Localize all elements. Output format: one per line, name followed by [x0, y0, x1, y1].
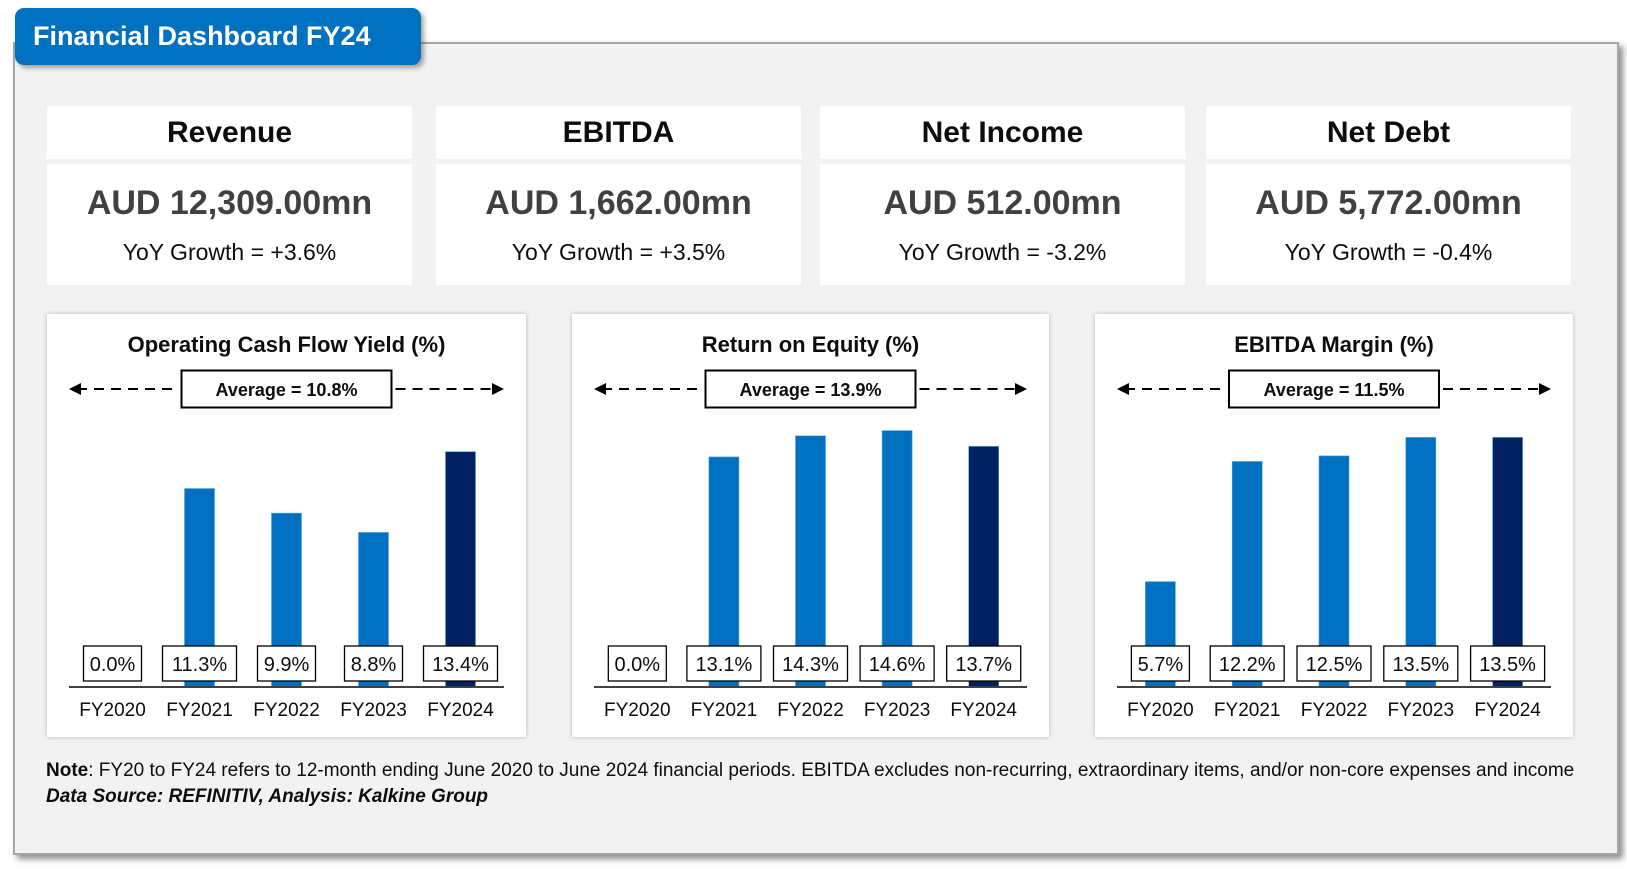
arrow-left-icon [69, 383, 81, 395]
kpi-card-ebitda: EBITDA AUD 1,662.00mn YoY Growth = +3.5% [436, 106, 801, 285]
data-label: 8.8% [351, 654, 397, 676]
data-label: 0.0% [615, 654, 661, 676]
data-label-box [256, 645, 317, 682]
data-label-box [1296, 645, 1372, 682]
kpi-card-net-debt: Net Debt AUD 5,772.00mn YoY Growth = -0.… [1206, 106, 1571, 285]
kpi-growth: YoY Growth = +3.6% [122, 239, 337, 265]
kpi-growth: YoY Growth = -3.2% [898, 239, 1107, 265]
data-label-box [422, 645, 499, 682]
chart-return-on-equity: Return on Equity (%) Average = 13.9% 0.0% F… [594, 332, 1027, 721]
arrow-right-icon [1015, 383, 1027, 395]
x-tick-label: FY2022 [253, 700, 320, 721]
x-tick-label: FY2023 [340, 700, 407, 721]
chart-ebitda-margin: EBITDA Margin (%) Average = 11.5% 5.7% FY20… [1117, 332, 1551, 721]
data-label: 13.5% [1479, 654, 1536, 676]
kpi-value: AUD 5,772.00mn [1255, 184, 1522, 222]
x-tick-label: FY2021 [691, 700, 758, 721]
kpi-growth: YoY Growth = -0.4% [1284, 239, 1493, 265]
chart-title: Operating Cash Flow Yield (%) [128, 332, 446, 357]
kpi-label: Revenue [47, 106, 412, 159]
x-tick-label: FY2020 [1127, 700, 1194, 721]
chart-card-operating-cash-flow-yield: Operating Cash Flow Yield (%) Average = 1… [47, 314, 526, 737]
x-tick-label: FY2021 [166, 700, 233, 721]
data-label: 12.5% [1306, 654, 1363, 676]
chart-operating-cash-flow-yield: Operating Cash Flow Yield (%) Average = 1… [69, 332, 504, 721]
average-label: Average = 13.9% [740, 380, 882, 400]
kpi-growth: YoY Growth = +3.5% [511, 239, 726, 265]
data-label: 0.0% [90, 654, 136, 676]
x-tick-label: FY2024 [427, 700, 494, 721]
data-label: 9.9% [264, 654, 310, 676]
data-label-box [343, 645, 404, 682]
x-tick-label: FY2024 [950, 700, 1017, 721]
x-tick-label: FY2020 [604, 700, 671, 721]
x-tick-label: FY2021 [1214, 700, 1281, 721]
note-label: Note [46, 760, 89, 781]
average-box [704, 369, 917, 409]
chart-title: Return on Equity (%) [702, 332, 920, 357]
arrow-right-icon [1539, 383, 1551, 395]
average-box [1228, 369, 1440, 409]
data-label: 13.1% [696, 654, 753, 676]
data-label: 13.5% [1392, 654, 1449, 676]
data-label-box [82, 645, 143, 682]
data-label-box [1209, 645, 1285, 682]
chart-title: EBITDA Margin (%) [1234, 332, 1434, 357]
bar-fy2023 [881, 430, 913, 688]
chart-card-return-on-equity: Return on Equity (%) Average = 13.9% 0.0% F… [572, 314, 1049, 737]
data-label: 12.2% [1219, 654, 1276, 676]
bar-fy2022 [795, 435, 826, 688]
data-label-box [161, 645, 238, 682]
x-tick-label: FY2023 [1388, 700, 1455, 721]
x-tick-label: FY2023 [864, 700, 931, 721]
note-text: : FY20 to FY24 refers to 12-month ending… [88, 760, 1575, 781]
x-tick-label: FY2022 [777, 700, 844, 721]
kpi-card-revenue: Revenue AUD 12,309.00mn YoY Growth = +3.… [47, 106, 412, 285]
x-tick-label: FY2024 [1474, 700, 1541, 721]
data-label: 5.7% [1138, 654, 1184, 676]
kpi-value: AUD 512.00mn [883, 184, 1122, 222]
chart-card-ebitda-margin: EBITDA Margin (%) Average = 11.5% 5.7% FY20… [1095, 314, 1573, 737]
data-label-box [946, 645, 1022, 682]
footer-note: Note: FY20 to FY24 refers to 12-month en… [46, 758, 1606, 810]
data-label: 13.4% [432, 654, 489, 676]
kpi-label: Net Debt [1206, 106, 1571, 159]
kpi-label: Net Income [820, 106, 1185, 159]
data-source: Data Source: REFINITIV, Analysis: Kalkin… [46, 786, 489, 807]
arrow-right-icon [492, 383, 504, 395]
data-label-box [859, 645, 935, 682]
x-tick-label: FY2022 [1301, 700, 1368, 721]
data-label: 14.6% [869, 654, 926, 676]
kpi-value: AUD 1,662.00mn [485, 184, 752, 222]
arrow-left-icon [1117, 383, 1129, 395]
average-box [180, 369, 393, 409]
data-label-box [1383, 645, 1459, 682]
data-label-box [772, 645, 849, 682]
data-label-box [1469, 645, 1546, 682]
data-label-box [1130, 645, 1191, 682]
average-label: Average = 10.8% [216, 380, 358, 400]
kpi-card-net-income: Net Income AUD 512.00mn YoY Growth = -3.… [820, 106, 1185, 285]
data-label-box [607, 645, 667, 682]
arrow-left-icon [594, 383, 606, 395]
kpi-label: EBITDA [436, 106, 801, 159]
kpi-value: AUD 12,309.00mn [86, 184, 373, 222]
data-label: 13.7% [955, 654, 1012, 676]
data-label: 14.3% [782, 654, 839, 676]
data-label-box [686, 645, 762, 682]
average-label: Average = 11.5% [1264, 380, 1405, 400]
dashboard-title: Financial Dashboard FY24 [15, 8, 421, 65]
data-label: 11.3% [172, 654, 227, 676]
x-tick-label: FY2020 [79, 700, 146, 721]
